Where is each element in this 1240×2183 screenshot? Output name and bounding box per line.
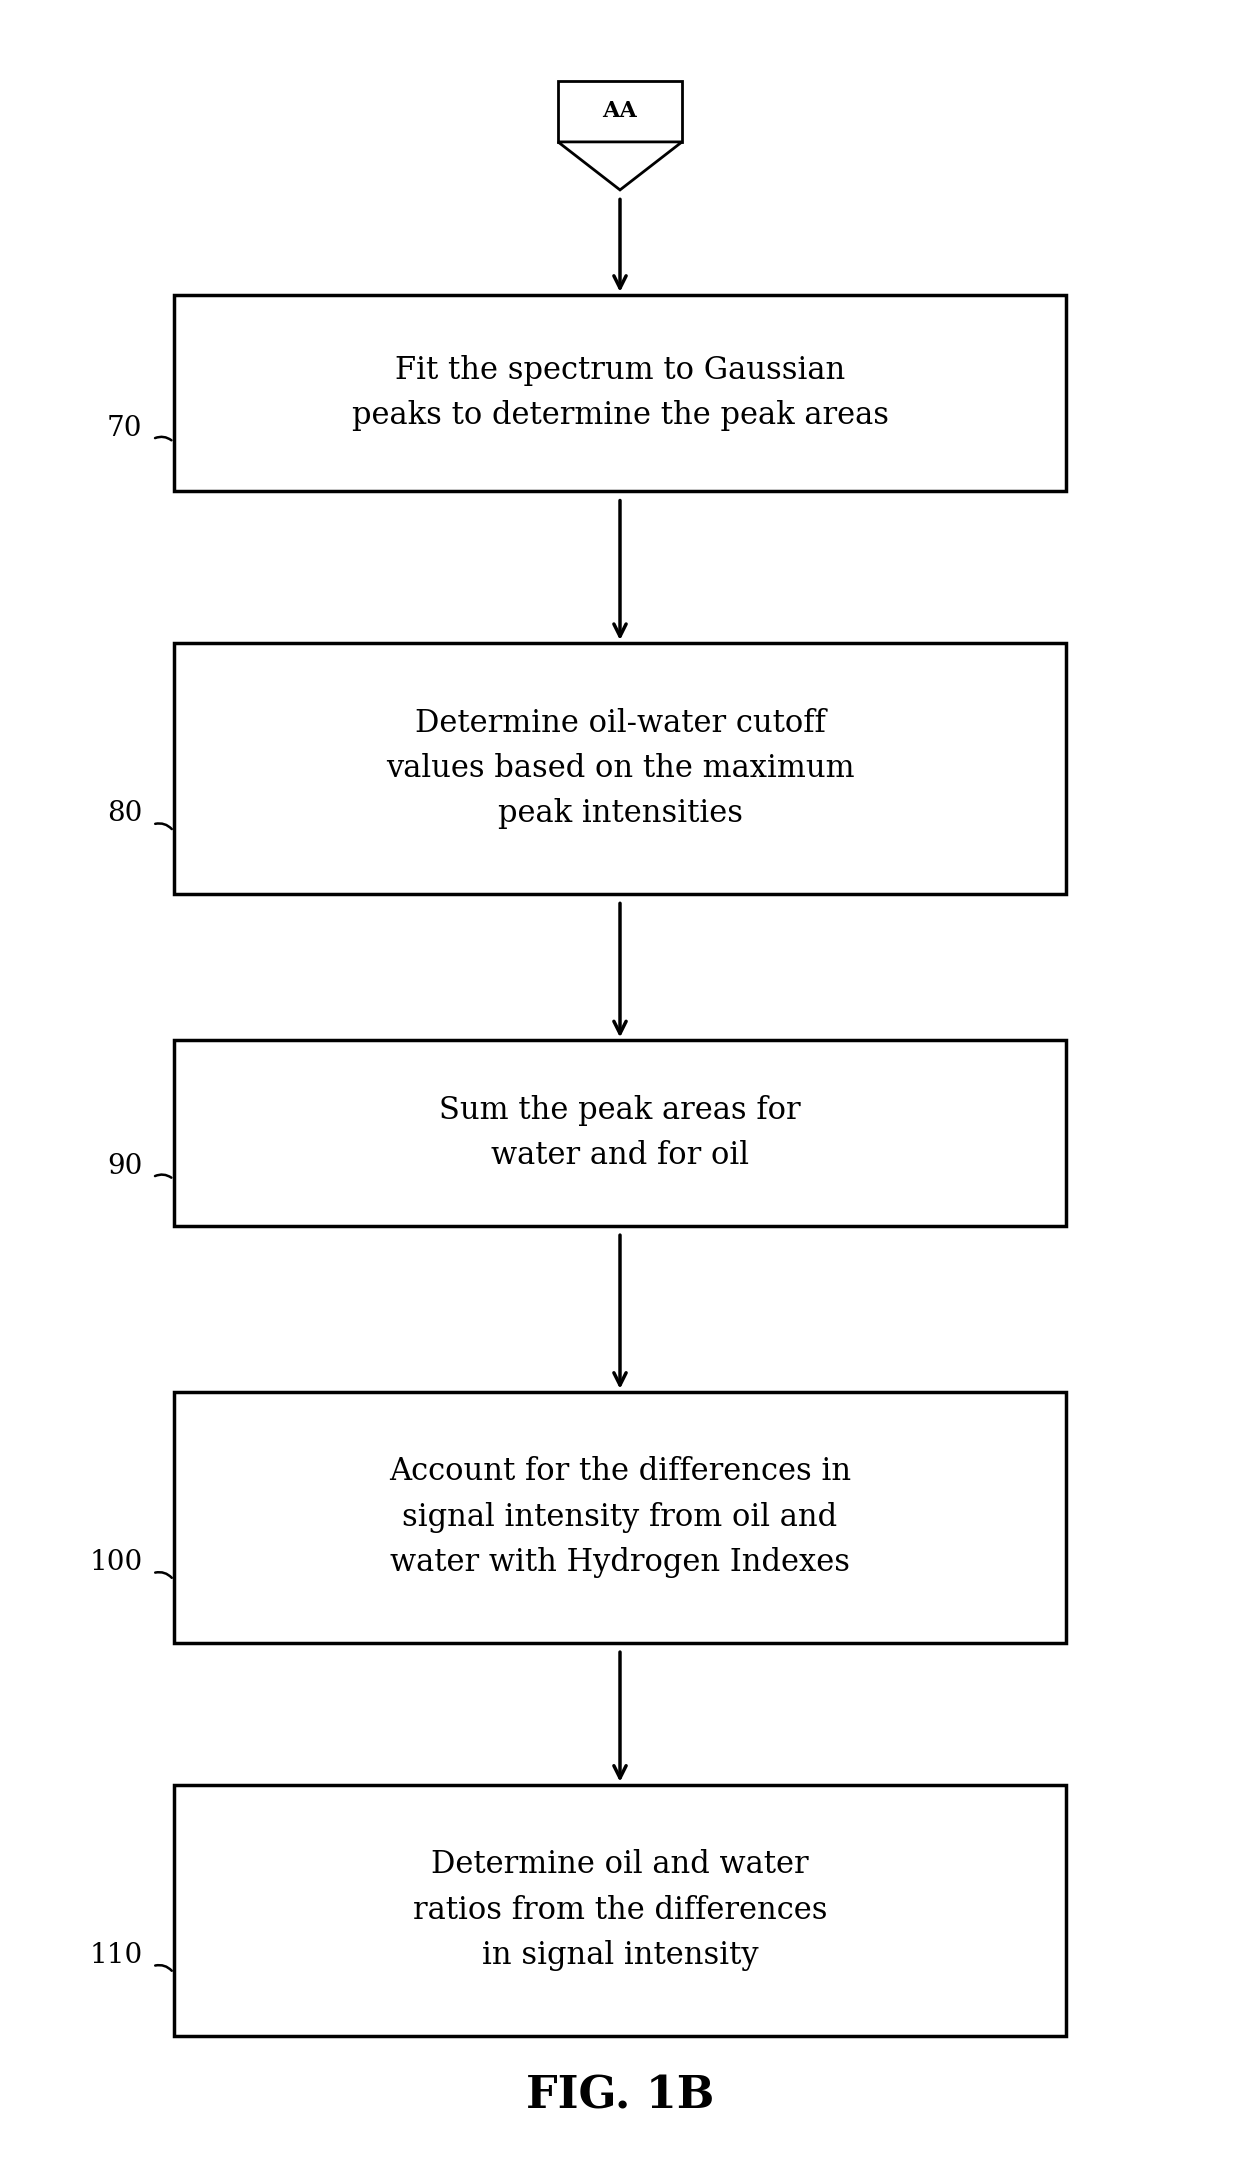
FancyBboxPatch shape <box>174 642 1066 895</box>
Text: FIG. 1B: FIG. 1B <box>526 2074 714 2118</box>
Text: 90: 90 <box>107 1153 143 1179</box>
Text: 100: 100 <box>89 1550 143 1576</box>
Text: Determine oil and water
ratios from the differences
in signal intensity: Determine oil and water ratios from the … <box>413 1849 827 1971</box>
FancyBboxPatch shape <box>174 295 1066 491</box>
Text: Account for the differences in
signal intensity from oil and
water with Hydrogen: Account for the differences in signal in… <box>389 1456 851 1578</box>
Text: Sum the peak areas for
water and for oil: Sum the peak areas for water and for oil <box>439 1096 801 1170</box>
Text: Fit the spectrum to Gaussian
peaks to determine the peak areas: Fit the spectrum to Gaussian peaks to de… <box>351 356 889 430</box>
FancyBboxPatch shape <box>174 1393 1066 1642</box>
Text: Determine oil-water cutoff
values based on the maximum
peak intensities: Determine oil-water cutoff values based … <box>386 707 854 830</box>
Text: 70: 70 <box>107 415 143 441</box>
FancyBboxPatch shape <box>174 1786 1066 2035</box>
Text: AA: AA <box>603 100 637 122</box>
Polygon shape <box>558 142 682 190</box>
FancyBboxPatch shape <box>174 1041 1066 1227</box>
FancyBboxPatch shape <box>558 81 682 142</box>
Text: 110: 110 <box>89 1943 143 1969</box>
Text: 80: 80 <box>107 801 143 827</box>
